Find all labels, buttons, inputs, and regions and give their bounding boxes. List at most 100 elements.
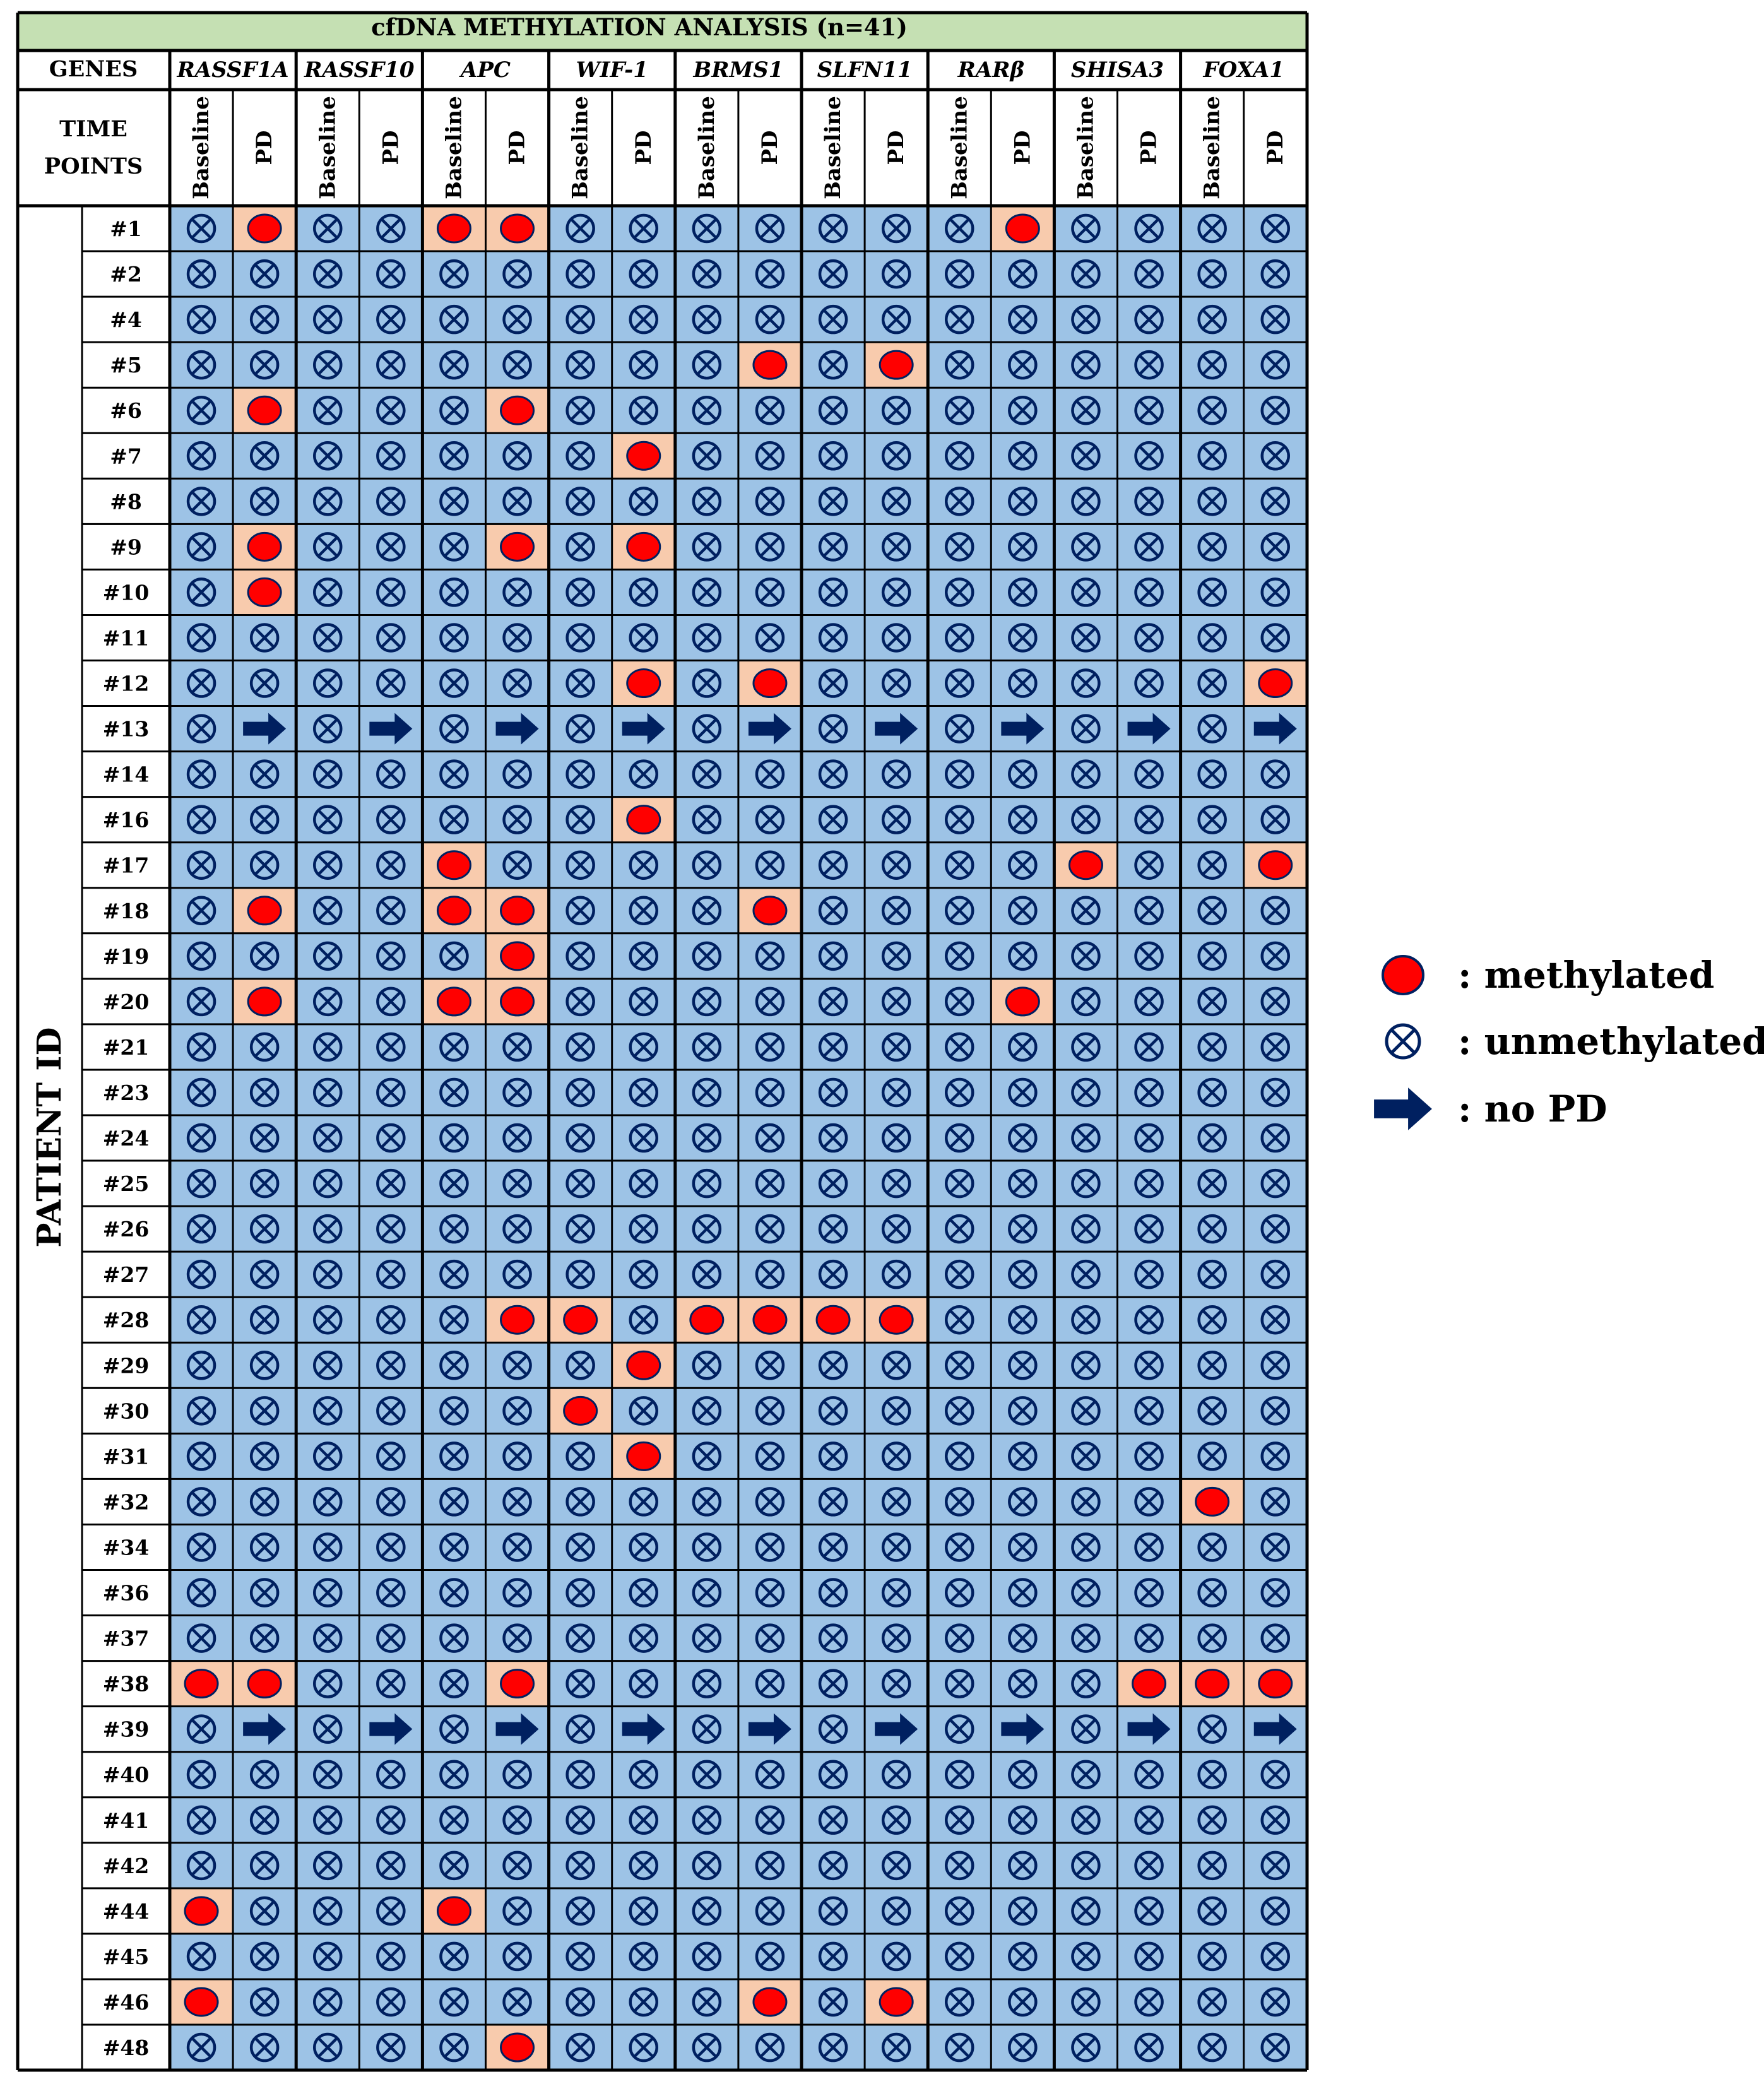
circled-x-icon [1260,1077,1290,1108]
circled-x-icon [502,577,532,607]
circled-x-icon [186,805,216,834]
circled-x-icon [186,2032,216,2063]
circled-x-icon [186,441,216,471]
circled-x-icon [881,1351,911,1380]
circled-x-icon [755,577,785,607]
circled-x-icon [755,1532,785,1562]
circled-x-icon [565,1623,595,1653]
circled-x-icon [881,2032,911,2063]
circled-x-icon [818,714,848,743]
circled-x-icon [186,986,216,1017]
red-dot-icon [752,896,788,926]
circled-x-icon [439,1123,469,1153]
circled-x-icon [945,1396,974,1426]
circled-x-icon [945,2032,974,2063]
circled-x-icon [818,395,848,425]
circled-x-icon [818,1077,848,1108]
circled-x-icon [1134,1259,1164,1289]
circled-x-icon [376,986,406,1017]
circled-x-icon [755,304,785,335]
circled-x-icon [249,623,280,653]
circled-x-icon [1197,1077,1227,1108]
circled-x-icon [1197,850,1227,880]
circled-x-icon [755,941,785,971]
red-dot-icon [500,2032,535,2063]
circled-x-icon [376,1532,406,1562]
circled-x-icon [1260,1168,1290,1199]
circled-x-icon [186,1168,216,1199]
circled-x-icon [692,759,722,789]
circled-x-icon [1197,532,1227,562]
circled-x-icon [249,805,280,834]
circled-x-icon [313,259,343,289]
circled-x-icon [439,577,469,607]
red-dot-icon [752,668,788,699]
gene-label: RASSF10 [304,57,415,83]
circled-x-icon [249,1442,280,1471]
circled-x-icon [439,668,469,698]
circled-x-icon [1134,1941,1164,1972]
patient-id-label: #45 [103,1945,150,1969]
circled-x-icon [692,1669,722,1698]
gene-label: RARβ [957,57,1024,83]
circled-x-icon [502,304,532,335]
circled-x-icon [186,1032,216,1062]
circled-x-icon [881,1214,911,1244]
circled-x-icon [629,1896,658,1926]
circled-x-icon [565,1941,595,1972]
circled-x-icon [881,1669,911,1698]
circled-x-icon [565,668,595,698]
circled-x-icon [692,1896,722,1926]
circled-x-icon [502,1168,532,1199]
circled-x-icon [1260,487,1290,516]
circled-x-icon [755,1168,785,1199]
circled-x-icon [565,1168,595,1199]
circled-x-icon [565,896,595,926]
circled-x-icon [1134,1805,1164,1835]
red-dot-icon [436,1896,471,1926]
circled-x-icon [249,1896,280,1926]
patient-id-label: #42 [103,1854,150,1878]
patient-id-label: #13 [103,717,150,742]
patient-id-label: #6 [110,398,142,423]
circled-x-icon [565,1714,595,1744]
circled-x-icon [565,395,595,425]
circled-x-icon [818,1669,848,1698]
circled-x-icon [376,668,406,698]
circled-x-icon [186,1941,216,1972]
circled-x-icon [186,1623,216,1653]
circled-x-icon [313,850,343,880]
status-marks [184,213,1297,2063]
red-dot-icon [436,213,471,244]
circled-x-icon [376,1850,406,1881]
circled-x-icon [629,941,658,971]
circled-x-icon [1134,1305,1164,1335]
circled-x-icon [565,1077,595,1108]
circled-x-icon [692,441,722,471]
patient-id-label: #4 [110,307,142,332]
circled-x-icon [376,1396,406,1426]
circled-x-icon [692,1987,722,2017]
circled-x-icon [186,1077,216,1108]
right-arrow-icon [622,713,665,745]
circled-x-icon [692,623,722,653]
circled-x-icon [629,986,658,1017]
circled-x-icon [818,1896,848,1926]
circled-x-icon [565,1351,595,1380]
circled-x-icon [1071,2032,1101,2063]
circled-x-icon [186,213,216,244]
red-dot-icon [626,1441,661,1471]
circled-x-icon [629,1532,658,1562]
circled-x-icon [1134,1532,1164,1562]
circled-x-icon [313,1896,343,1926]
time-points-header-line2: POINTS [44,153,143,179]
patient-id-label: #29 [103,1353,150,1378]
circled-x-icon [755,441,785,471]
circled-x-icon [186,941,216,971]
circled-x-icon [249,350,280,380]
circled-x-icon [313,441,343,471]
circled-x-icon [692,1623,722,1653]
circled-x-icon [186,1123,216,1153]
circled-x-icon [376,1123,406,1153]
circled-x-icon [818,805,848,834]
